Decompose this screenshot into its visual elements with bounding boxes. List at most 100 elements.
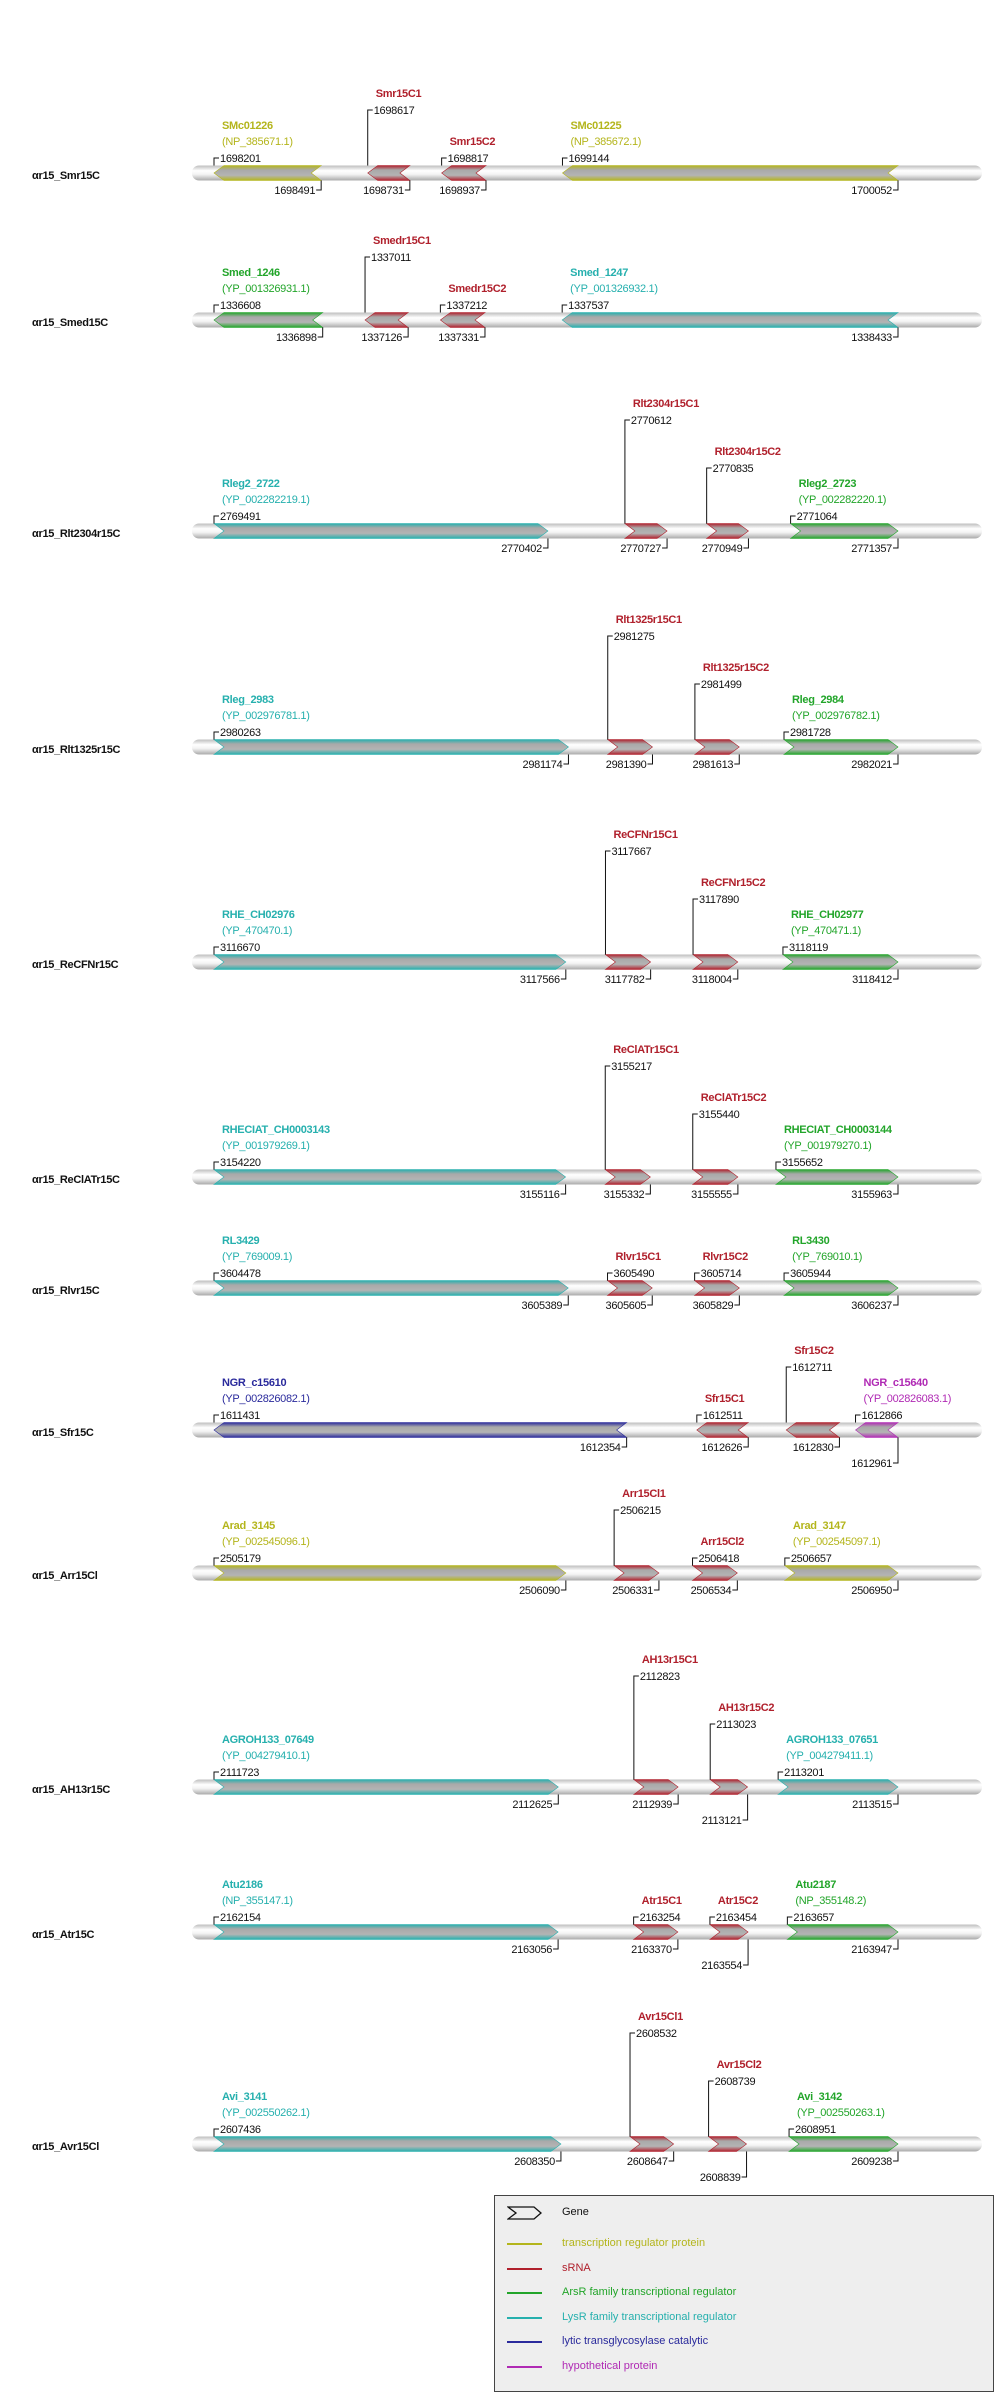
srna-arrow[interactable] [624,523,668,539]
gene-arrow[interactable] [775,1169,899,1185]
start-tick [785,1366,792,1423]
gene-arrow-icon [507,2206,542,2220]
end-coordinate: 3606237 [851,1300,892,1312]
srna-arrow[interactable] [367,165,411,181]
gene-arrow[interactable] [786,1924,899,1940]
srna-arrow[interactable] [785,1422,841,1438]
feature-name: RHECIAT_CH0003144 [784,1124,893,1136]
feature-name: Smedr15C1 [373,235,431,247]
end-coordinate: 1338433 [851,332,892,344]
gene-arrow[interactable] [213,1565,567,1581]
start-coordinate: 2607436 [220,2124,261,2136]
feature-name: Smedr15C2 [448,283,506,295]
gene-arrow[interactable] [783,739,899,755]
track-label: αr15_Rlt2304r15C [32,528,121,540]
end-coordinate: 2163947 [851,1944,892,1956]
srna-arrow[interactable] [364,312,410,328]
gene-arrow[interactable] [213,2136,562,2152]
gene-arrow[interactable] [213,1280,569,1296]
accession: (YP_002282219.1) [222,494,310,506]
end-coordinate: 1612830 [793,1442,834,1454]
srna-arrow[interactable] [613,1565,660,1581]
gene-arrow[interactable] [561,165,899,181]
end-tick [560,969,567,980]
gene-arrow[interactable] [213,954,567,970]
srna-arrow[interactable] [696,1422,750,1438]
end-coordinate: 2506331 [612,1585,653,1597]
end-tick [893,1580,899,1591]
start-tick [364,256,371,313]
gene-arrow[interactable] [213,1169,567,1185]
start-tick [783,1272,790,1281]
srna-arrow[interactable] [694,739,740,755]
feature-name: SMc01225 [570,120,621,132]
start-coordinate: 3117667 [611,846,651,858]
end-tick [555,2151,562,2162]
start-coordinate: 2981275 [614,631,655,643]
start-tick [604,850,611,955]
gene-arrow[interactable] [213,1779,559,1795]
gene-arrow[interactable] [213,312,324,328]
track-label: αr15_Arr15Cl [32,1570,98,1582]
srna-arrow[interactable] [439,312,486,328]
start-tick [709,1916,715,1925]
start-coordinate: 2163254 [640,1912,681,1924]
end-coordinate: 2771357 [851,543,892,555]
gene-arrow[interactable] [777,1779,899,1795]
srna-arrow[interactable] [604,1169,651,1185]
srna-arrow[interactable] [709,1779,749,1795]
accession: (YP_002282220.1) [799,494,887,506]
feature-name: Smr15C2 [450,136,496,148]
srna-arrow[interactable] [707,2136,748,2152]
gene-arrow[interactable] [213,1924,559,1940]
start-coordinate: 2770835 [713,463,754,475]
start-tick [696,1414,702,1423]
feature-name: Arad_3145 [222,1520,275,1532]
end-tick [645,969,652,980]
srna-arrow[interactable] [692,954,739,970]
srna-arrow[interactable] [606,739,653,755]
gene-arrow[interactable] [788,2136,899,2152]
gene-arrow[interactable] [213,739,569,755]
gene-arrow[interactable] [782,954,899,970]
start-coordinate: 1698817 [448,153,489,165]
end-tick [647,754,653,765]
start-coordinate: 2769491 [220,511,261,523]
srna-arrow[interactable] [632,1924,679,1940]
srna-arrow[interactable] [691,1169,739,1185]
gene-arrow[interactable] [783,1565,899,1581]
srna-arrow[interactable] [709,1924,749,1940]
gene-arrow[interactable] [561,312,899,328]
start-tick [692,1113,698,1170]
gene-arrow[interactable] [789,523,899,539]
start-coordinate: 1337011 [371,252,411,264]
srna-arrow[interactable] [606,1280,653,1296]
feature-name: SMc01226 [222,120,273,132]
gene-arrow[interactable] [213,165,323,181]
srna-arrow[interactable] [441,165,487,181]
srna-arrow[interactable] [693,1280,740,1296]
legend-label: sRNA [562,2261,591,2274]
start-tick [782,946,788,955]
feature-name: Avi_3142 [797,2091,842,2103]
srna-arrow[interactable] [632,1779,679,1795]
srna-arrow[interactable] [604,954,652,970]
end-tick [893,1184,899,1195]
gene-arrow[interactable] [783,1280,899,1296]
accession: (YP_002976781.1) [222,710,310,722]
end-coordinate: 3605605 [606,1300,647,1312]
gene-arrow[interactable] [855,1422,899,1438]
feature-name: RL3430 [792,1235,830,1247]
start-tick [213,1557,219,1566]
feature-name: Atr15C1 [642,1895,682,1907]
gene-arrow[interactable] [213,523,549,539]
srna-arrow[interactable] [691,1565,738,1581]
start-coordinate: 3155217 [611,1061,652,1073]
start-tick [692,1557,698,1566]
end-coordinate: 3155116 [520,1189,560,1201]
srna-arrow[interactable] [629,2136,675,2152]
feature-name: NGR_c15640 [864,1377,928,1389]
gene-arrow[interactable] [213,1422,628,1438]
srna-arrow[interactable] [705,523,749,539]
start-tick [709,1723,716,1780]
